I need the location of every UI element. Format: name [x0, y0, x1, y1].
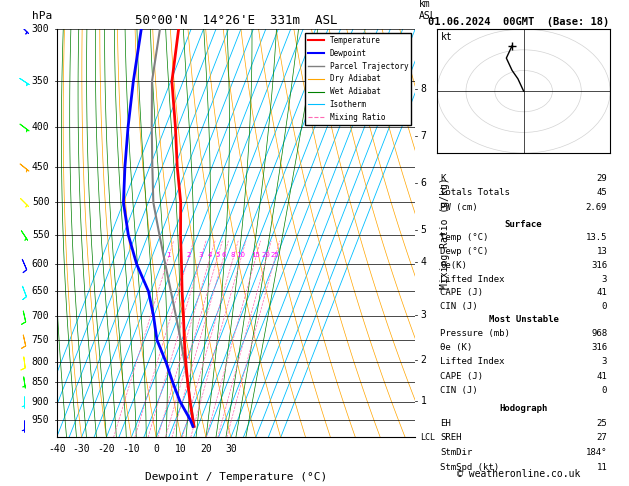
- Text: EH: EH: [440, 418, 451, 428]
- Text: CAPE (J): CAPE (J): [440, 288, 483, 297]
- Text: LCL: LCL: [421, 433, 435, 442]
- Text: 900: 900: [32, 397, 50, 407]
- Text: 3: 3: [602, 275, 607, 283]
- Text: 316: 316: [591, 343, 607, 352]
- Text: 10: 10: [237, 253, 245, 259]
- Text: 1: 1: [421, 396, 426, 406]
- Text: PW (cm): PW (cm): [440, 203, 478, 212]
- Text: CIN (J): CIN (J): [440, 386, 478, 395]
- Text: 25: 25: [596, 418, 607, 428]
- Text: 13.5: 13.5: [586, 233, 607, 243]
- Text: 41: 41: [596, 288, 607, 297]
- Text: CIN (J): CIN (J): [440, 302, 478, 311]
- Text: Pressure (mb): Pressure (mb): [440, 329, 510, 338]
- Text: 8: 8: [421, 84, 426, 94]
- Text: Totals Totals: Totals Totals: [440, 188, 510, 197]
- Text: 27: 27: [596, 434, 607, 442]
- Text: hPa: hPa: [31, 11, 52, 21]
- Text: 968: 968: [591, 329, 607, 338]
- Text: 500: 500: [32, 197, 50, 208]
- Text: -10: -10: [123, 444, 140, 453]
- Text: StmSpd (kt): StmSpd (kt): [440, 463, 499, 472]
- Text: 20: 20: [200, 444, 212, 453]
- Text: 7: 7: [421, 131, 426, 141]
- Text: 316: 316: [591, 261, 607, 270]
- Text: 30: 30: [225, 444, 237, 453]
- Text: K: K: [440, 174, 445, 183]
- Text: 0: 0: [602, 302, 607, 311]
- Text: 2.69: 2.69: [586, 203, 607, 212]
- Text: 0: 0: [153, 444, 159, 453]
- Text: 3: 3: [602, 357, 607, 366]
- Text: 5: 5: [215, 253, 220, 259]
- Text: -20: -20: [97, 444, 115, 453]
- Text: 5: 5: [421, 225, 426, 235]
- Text: kt: kt: [440, 32, 452, 42]
- Text: 600: 600: [32, 259, 50, 269]
- Text: 850: 850: [32, 377, 50, 387]
- Text: -40: -40: [48, 444, 65, 453]
- Legend: Temperature, Dewpoint, Parcel Trajectory, Dry Adiabat, Wet Adiabat, Isotherm, Mi: Temperature, Dewpoint, Parcel Trajectory…: [305, 33, 411, 125]
- Text: km
ASL: km ASL: [419, 0, 437, 21]
- Text: 750: 750: [32, 335, 50, 345]
- Text: Dewpoint / Temperature (°C): Dewpoint / Temperature (°C): [145, 472, 327, 482]
- Text: 10: 10: [175, 444, 187, 453]
- Text: 350: 350: [32, 76, 50, 87]
- Text: 13: 13: [596, 247, 607, 256]
- Text: CAPE (J): CAPE (J): [440, 372, 483, 381]
- Text: 11: 11: [596, 463, 607, 472]
- Text: 2: 2: [186, 253, 191, 259]
- Text: Lifted Index: Lifted Index: [440, 275, 504, 283]
- Text: SREH: SREH: [440, 434, 462, 442]
- Text: 29: 29: [596, 174, 607, 183]
- Text: Most Unstable: Most Unstable: [489, 314, 559, 324]
- Text: Lifted Index: Lifted Index: [440, 357, 504, 366]
- Text: 300: 300: [32, 24, 50, 34]
- Text: 25: 25: [270, 253, 279, 259]
- Text: Surface: Surface: [505, 220, 542, 229]
- Text: 1: 1: [166, 253, 170, 259]
- Text: 800: 800: [32, 357, 50, 367]
- Text: 01.06.2024  00GMT  (Base: 18): 01.06.2024 00GMT (Base: 18): [428, 17, 610, 27]
- Text: 450: 450: [32, 162, 50, 172]
- Text: 45: 45: [596, 188, 607, 197]
- Text: Mixing Ratio (g/kg): Mixing Ratio (g/kg): [440, 177, 450, 289]
- Text: StmDir: StmDir: [440, 448, 472, 457]
- Text: 41: 41: [596, 372, 607, 381]
- Text: 184°: 184°: [586, 448, 607, 457]
- Title: 50°00'N  14°26'E  331m  ASL: 50°00'N 14°26'E 331m ASL: [135, 14, 337, 27]
- Text: 6: 6: [221, 253, 226, 259]
- Text: 4: 4: [421, 257, 426, 267]
- Text: 8: 8: [231, 253, 235, 259]
- Text: -30: -30: [73, 444, 91, 453]
- Text: 550: 550: [32, 230, 50, 240]
- Text: 2: 2: [421, 355, 426, 364]
- Text: 6: 6: [421, 178, 426, 188]
- Text: Hodograph: Hodograph: [499, 404, 548, 413]
- Text: 4: 4: [208, 253, 212, 259]
- Text: 15: 15: [251, 253, 260, 259]
- Text: © weatheronline.co.uk: © weatheronline.co.uk: [457, 469, 581, 479]
- Text: 20: 20: [262, 253, 270, 259]
- Text: θe(K): θe(K): [440, 261, 467, 270]
- Text: 3: 3: [199, 253, 203, 259]
- Text: 950: 950: [32, 415, 50, 425]
- Text: Dewp (°C): Dewp (°C): [440, 247, 489, 256]
- Text: Temp (°C): Temp (°C): [440, 233, 489, 243]
- Text: 700: 700: [32, 312, 50, 321]
- Text: 0: 0: [602, 386, 607, 395]
- Text: 650: 650: [32, 286, 50, 296]
- Text: 3: 3: [421, 310, 426, 320]
- Text: 400: 400: [32, 122, 50, 132]
- Text: θe (K): θe (K): [440, 343, 472, 352]
